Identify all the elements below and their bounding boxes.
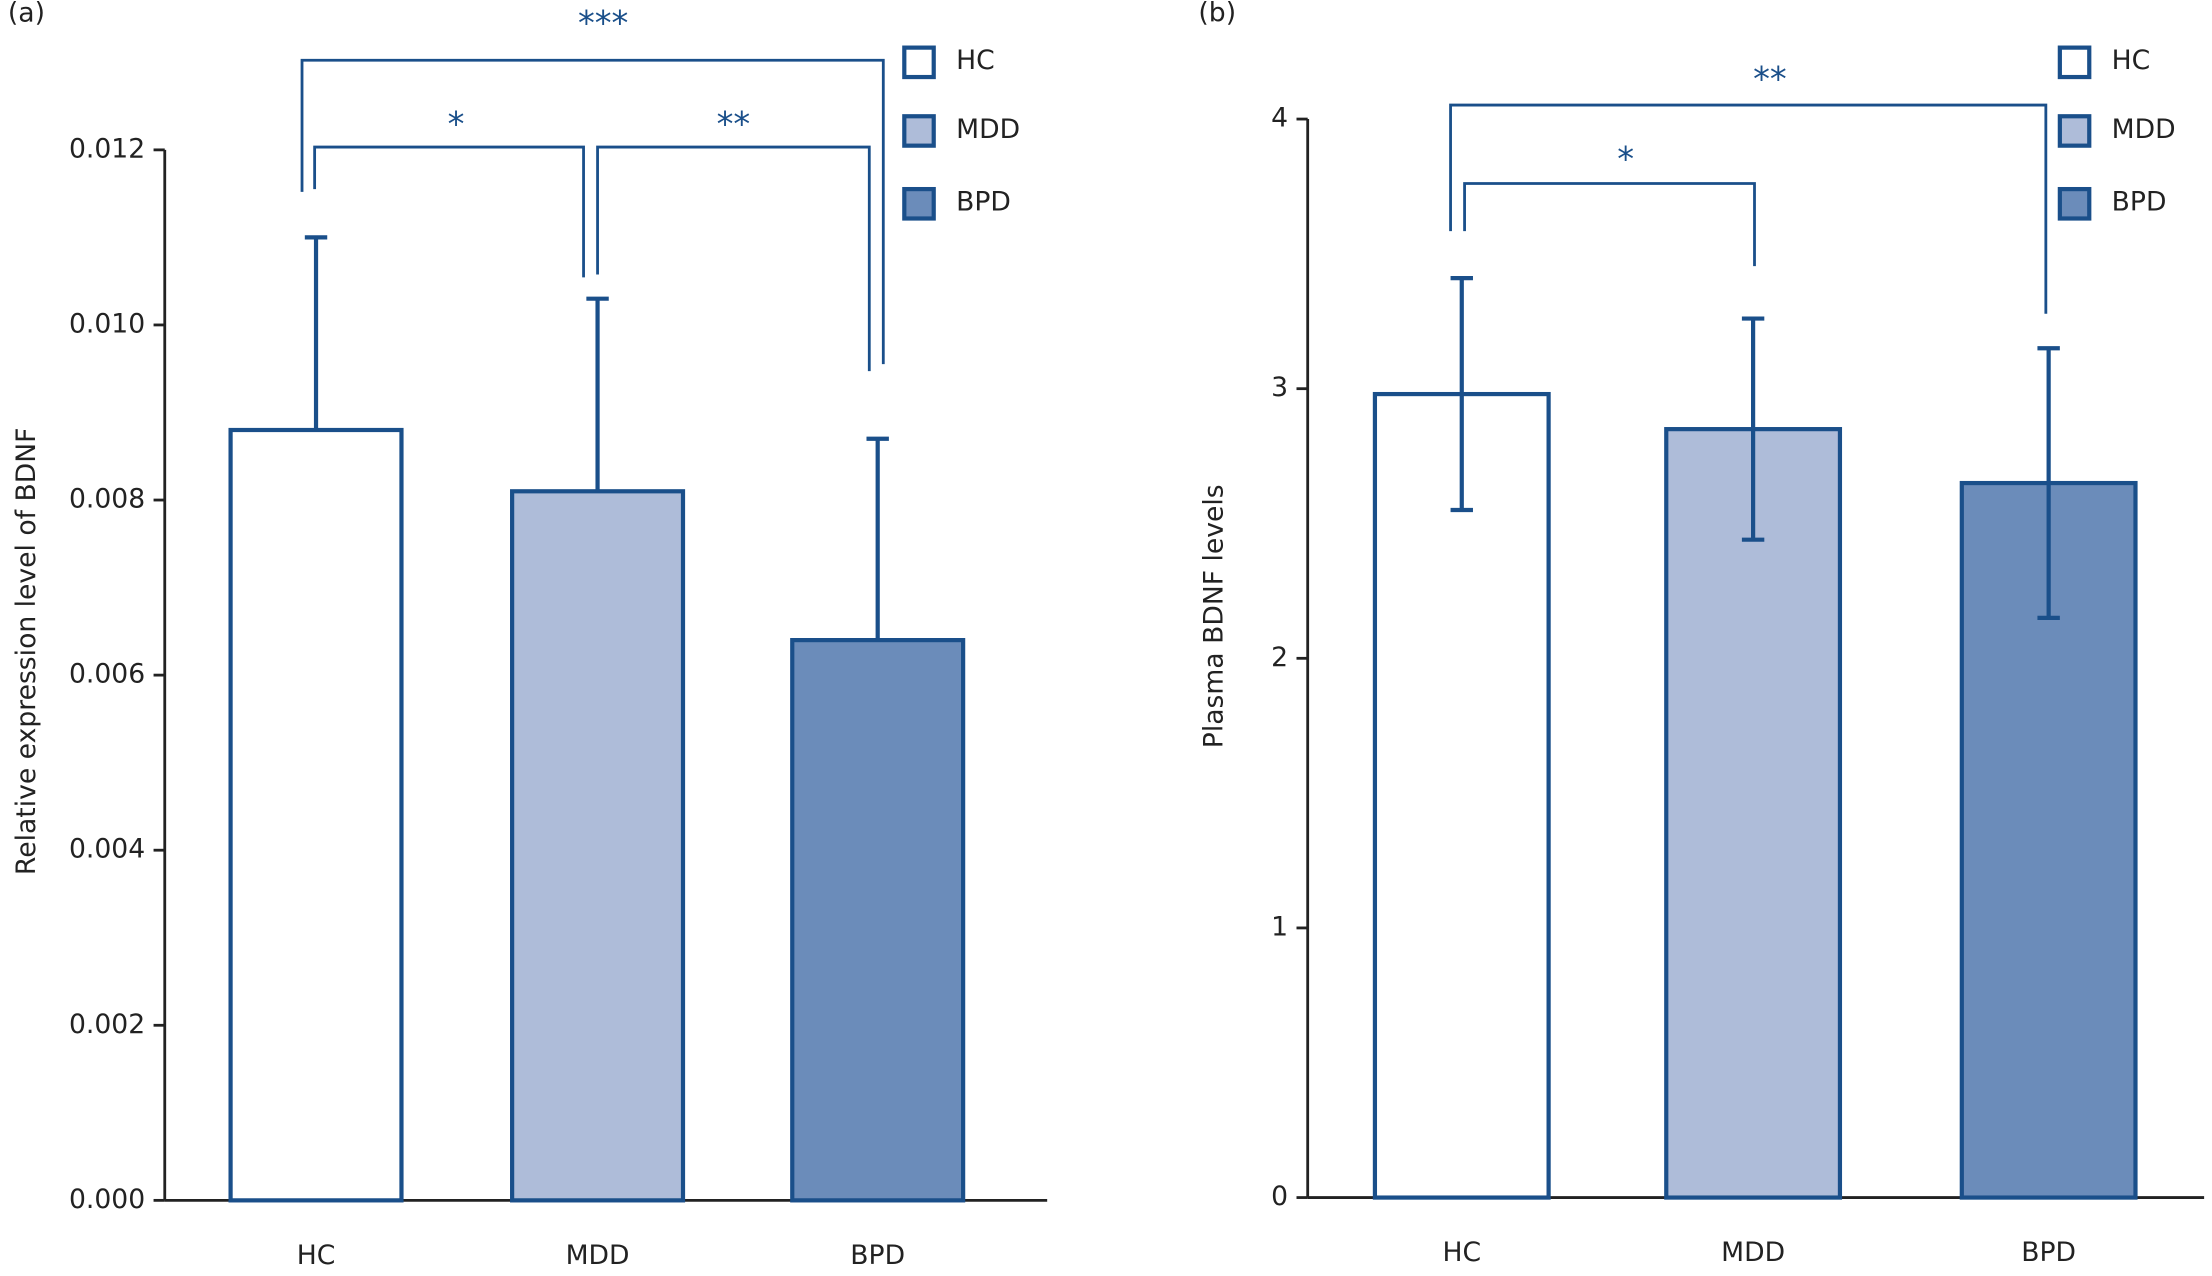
significance-bracket (1463, 182, 1756, 267)
y-tick-label: 0 (1271, 1181, 1288, 1212)
legend-swatch (902, 186, 936, 221)
bar (790, 638, 966, 1203)
panel-label: (b) (1198, 0, 1236, 29)
legend-swatch (902, 45, 936, 80)
significance-label: * (1617, 140, 1634, 179)
significance-bracket (596, 145, 871, 372)
legend-label: MDD (2112, 114, 2176, 145)
legend-swatch (2057, 186, 2092, 221)
legend-swatch (902, 114, 936, 148)
bar (510, 489, 686, 1203)
significance-bracket (313, 145, 585, 278)
y-tick-label: 2 (1271, 642, 1288, 673)
significance-label: *** (578, 4, 628, 43)
legend-label: HC (956, 45, 995, 76)
y-axis-label: Plasma BDNF levels (1199, 484, 1230, 748)
y-tick-label: 0.006 (69, 659, 145, 690)
legend-swatch (2057, 114, 2092, 148)
x-tick-label: BPD (850, 1240, 905, 1271)
x-tick-label: MDD (566, 1240, 630, 1271)
legend-label: BPD (2112, 187, 2167, 218)
legend-swatch (2057, 45, 2092, 80)
panel-label: (a) (8, 0, 45, 29)
legend-label: BPD (956, 187, 1011, 218)
significance-label: ** (717, 105, 751, 144)
y-tick-label: 0.004 (69, 834, 145, 865)
bar (1664, 427, 1843, 1200)
significance-label: ** (1753, 60, 1787, 99)
y-tick-label: 0.008 (69, 484, 145, 515)
x-tick-label: HC (1442, 1237, 1481, 1268)
x-tick-label: HC (297, 1240, 336, 1271)
y-tick-label: 0.002 (69, 1009, 145, 1040)
significance-label: * (448, 105, 465, 144)
x-tick-label: BPD (2021, 1237, 2076, 1268)
y-tick-label: 0.000 (69, 1184, 145, 1215)
x-tick-label: MDD (1721, 1237, 1785, 1268)
y-tick-label: 0.010 (69, 308, 145, 339)
bar (1372, 391, 1551, 1200)
legend-label: HC (2112, 45, 2151, 76)
y-tick-label: 0.012 (69, 133, 145, 164)
significance-bracket (1449, 103, 2048, 314)
y-tick-label: 4 (1271, 103, 1288, 134)
y-tick-label: 3 (1271, 372, 1288, 403)
y-axis-label: Relative expression level of BDNF (11, 428, 42, 876)
y-tick-label: 1 (1271, 911, 1288, 942)
significance-bracket (300, 58, 885, 365)
legend-label: MDD (956, 114, 1020, 145)
bar (228, 427, 404, 1203)
